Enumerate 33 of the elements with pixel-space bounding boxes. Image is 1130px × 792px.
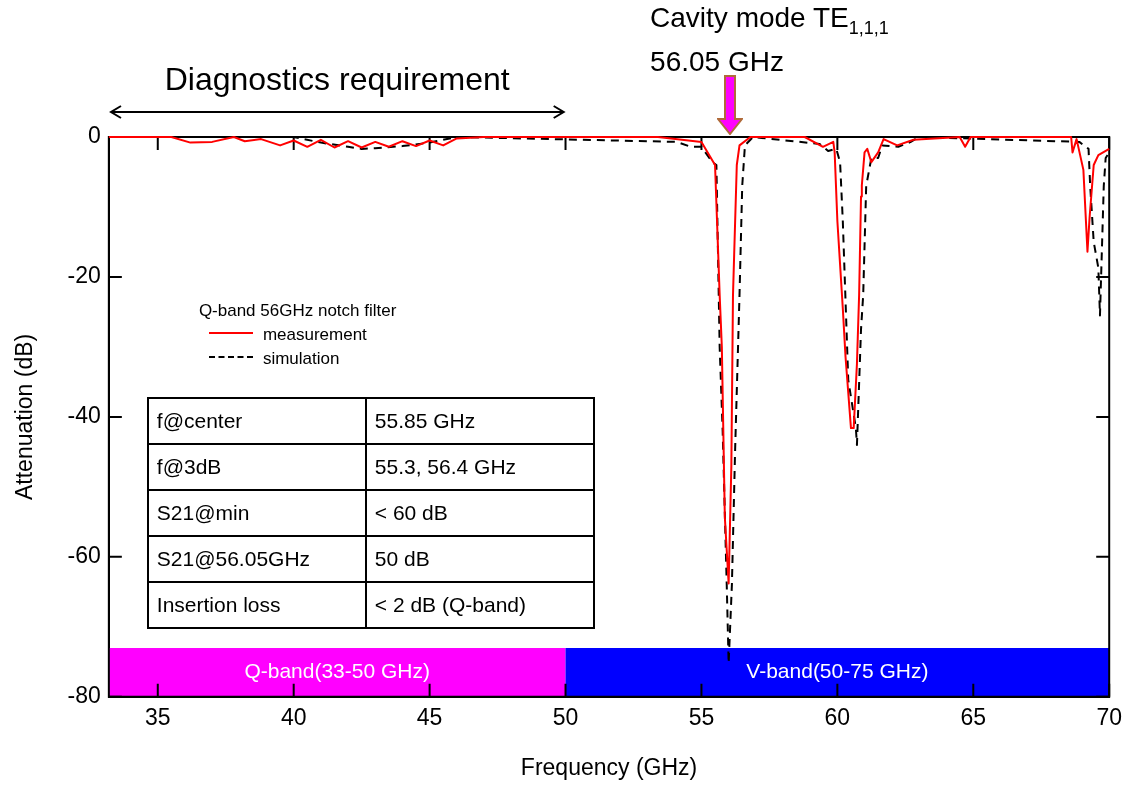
x-tick-label: 45	[416, 703, 443, 730]
annotation: Insertion loss	[147, 582, 366, 629]
legend-title: Q-band 56GHz notch filter	[198, 300, 397, 323]
y-axis-title: Attenuation (dB)	[11, 333, 38, 501]
x-tick-label: 35	[144, 703, 171, 730]
annotation: < 60 dB	[365, 490, 594, 537]
y-tick-label: -60	[67, 542, 101, 569]
x-tick-label: 70	[1096, 703, 1123, 730]
y-tick-label: -80	[67, 682, 101, 709]
text: Diagnostics requirement	[164, 61, 510, 98]
band-label: V-band(50-75 GHz)	[746, 659, 929, 683]
y-tick-label: -20	[67, 262, 101, 289]
x-axis-title: Frequency (GHz)	[520, 753, 698, 780]
legend-label: measurement	[261, 324, 368, 347]
annotation: 55.85 GHz	[365, 398, 594, 445]
x-tick-label: 40	[280, 703, 307, 730]
legend-label: simulation	[261, 348, 341, 371]
annotation: 50 dB	[365, 536, 594, 583]
x-tick-label: 55	[688, 703, 715, 730]
annotation: S21@56.05GHz	[147, 536, 366, 583]
y-tick-label: 0	[88, 122, 101, 149]
band-label: Q-band(33-50 GHz)	[244, 659, 430, 683]
text: 56.05 GHz	[650, 44, 785, 79]
text: Cavity mode TE$_{1,1,1}$	[650, 1, 889, 40]
annotation: S21@min	[147, 490, 366, 537]
x-tick-label: 50	[552, 703, 579, 730]
annotation: < 2 dB (Q-band)	[365, 582, 594, 629]
annotation: f@center	[147, 398, 366, 445]
x-tick-label: 65	[960, 703, 987, 730]
annotation: 55.3, 56.4 GHz	[365, 444, 594, 491]
annotation: f@3dB	[147, 444, 366, 491]
y-tick-label: -40	[67, 402, 101, 429]
x-tick-label: 60	[824, 703, 851, 730]
